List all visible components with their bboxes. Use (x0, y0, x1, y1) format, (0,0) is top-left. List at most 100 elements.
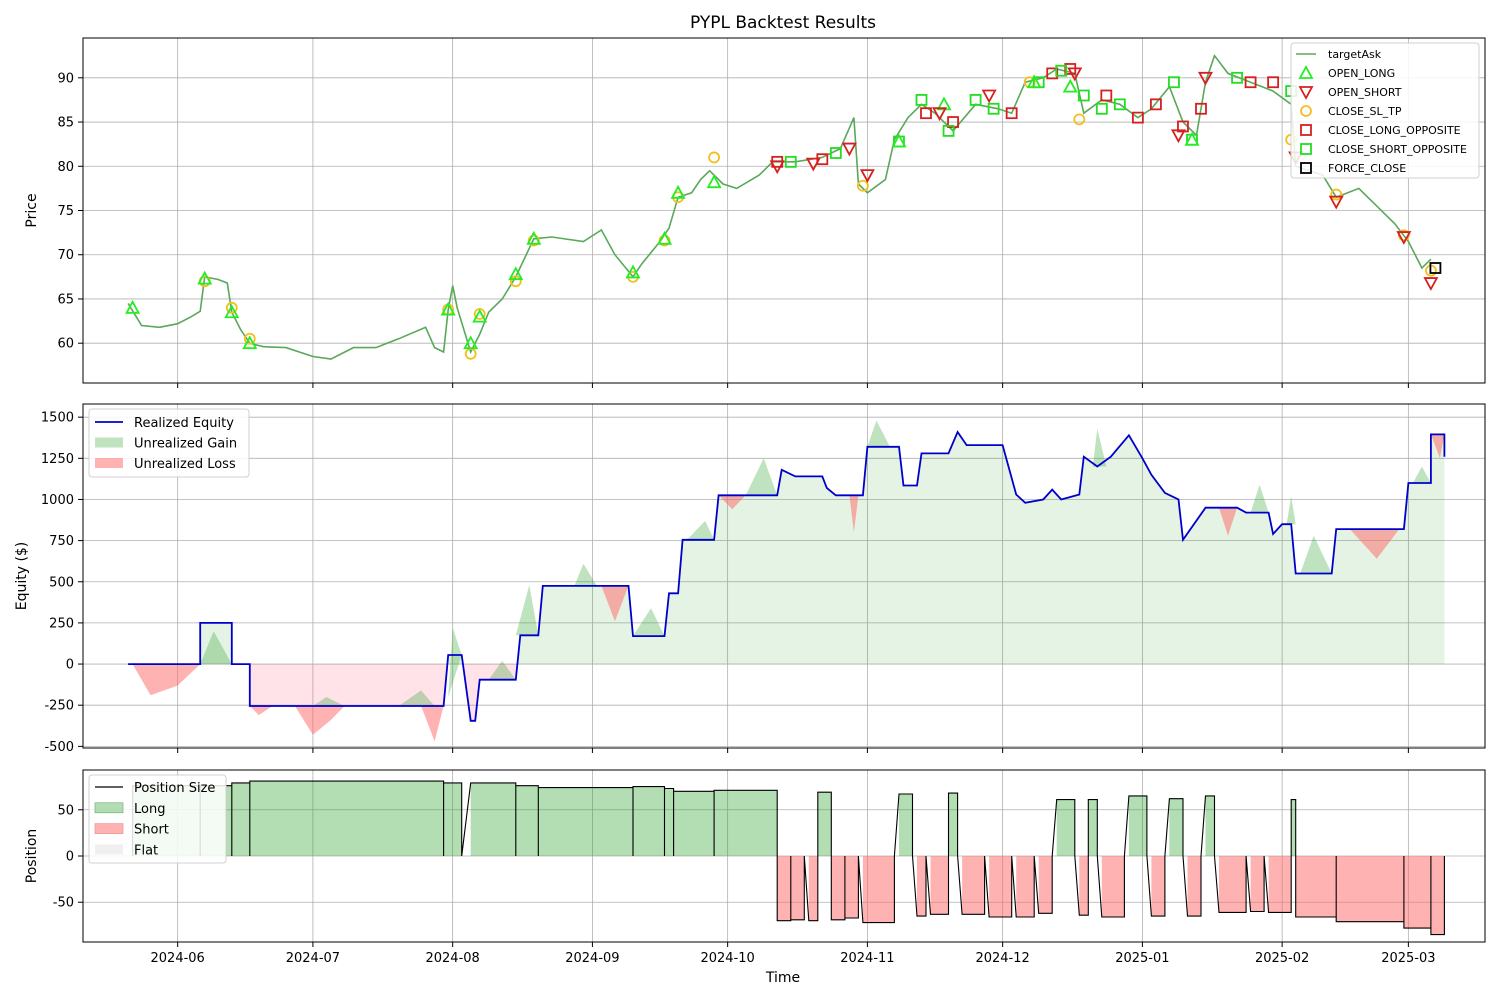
position-short-fill (1016, 856, 1035, 917)
legend-label: CLOSE_SHORT_OPPOSITE (1328, 143, 1467, 156)
marker-close-sl-tp (708, 151, 721, 164)
position-short-fill (1336, 856, 1404, 922)
legend-swatch (95, 437, 123, 448)
unrealized-loss-area (1219, 507, 1238, 536)
position-long-fill (1128, 795, 1147, 856)
unrealized-gain-area (574, 563, 597, 586)
legend-swatch (1298, 65, 1314, 79)
position-short-fill (862, 856, 895, 923)
unrealized-gain-area (1412, 466, 1431, 483)
position-long-fill (1169, 798, 1183, 856)
marker-close-sl-tp (243, 332, 256, 345)
position-short-fill (777, 856, 791, 921)
position-long-fill (1088, 799, 1098, 856)
grid-lines (83, 38, 1485, 383)
marker-close-long-opposite (920, 107, 932, 120)
unrealized-gain-area (488, 660, 516, 680)
marker-open-short (1328, 195, 1344, 210)
position-short-fill (1151, 856, 1165, 917)
marker-open-short (1423, 277, 1439, 291)
legend-swatch (1300, 105, 1312, 117)
marker-close-short-opposite (1077, 89, 1090, 102)
chart-title: PYPL Backtest Results (690, 13, 876, 33)
legend-label: targetAsk (1328, 48, 1382, 61)
position-long-fill (470, 782, 516, 856)
unrealized-gain-area (1092, 428, 1107, 467)
unrealized-gain-area (200, 631, 232, 665)
legend-label: Position Size (134, 781, 215, 796)
marker-close-short-opposite (1055, 64, 1068, 77)
marker-open-short (1197, 71, 1214, 86)
realized-gain-background (128, 432, 1445, 665)
legend-swatch (95, 844, 123, 855)
axes-frame (82, 403, 1486, 749)
marker-open-short (1396, 231, 1412, 245)
marker-open-short (859, 169, 875, 183)
marker-close-short-opposite (1168, 76, 1180, 89)
y-tick-label: 250 (49, 616, 74, 631)
marker-close-long-opposite (1046, 67, 1059, 80)
x-tick-label: 2025-01 (1115, 951, 1169, 966)
position-short-fill (917, 856, 926, 917)
marker-close-sl-tp (225, 301, 238, 314)
position-panel: 2024-06 2024-07 2024-08 2024-09 2024-10 2024-… (24, 769, 1486, 966)
marker-open-long (526, 230, 542, 245)
marker-open-long (706, 174, 722, 189)
marker-open-long (1062, 78, 1078, 93)
unrealized-gain-area (633, 608, 665, 637)
legend-swatch (94, 823, 124, 834)
x-tick-label: 2025-03 (1381, 951, 1435, 966)
unrealized-gain-area (687, 520, 715, 540)
marker-close-sl-tp (1330, 188, 1343, 201)
marker-close-sl-tp (856, 179, 869, 192)
marker-open-short (1067, 67, 1083, 82)
position-long-fill (948, 793, 958, 856)
marker-open-short (932, 107, 948, 122)
unrealized-gain-area (398, 690, 435, 706)
y-axis-label: Price (24, 193, 40, 227)
axes-frame (82, 37, 1486, 384)
legend-label: Unrealized Gain (134, 437, 237, 452)
y-tick-label: -500 (44, 740, 74, 755)
marker-open-long (1184, 131, 1200, 146)
legend-label: CLOSE_LONG_OPPOSITE (1328, 124, 1461, 137)
marker-close-short-opposite (1095, 102, 1108, 115)
marker-open-long (891, 133, 907, 148)
series-line-targetAsk (127, 54, 1432, 360)
legend-label: Unrealized Loss (134, 457, 236, 472)
legend-swatch (1300, 124, 1312, 136)
marker-close-long-opposite (1195, 102, 1207, 115)
y-tick-label: 60 (57, 337, 74, 352)
y-tick-label: 1500 (41, 411, 74, 426)
marker-open-short (805, 157, 821, 172)
unrealized-loss-area (601, 585, 629, 622)
y-tick-label: 0 (66, 658, 74, 673)
y-axis-label: Position (24, 829, 40, 884)
y-axis-label: Equity ($) (14, 542, 30, 611)
y-tick-label: 1250 (41, 452, 74, 467)
position-long-fill (231, 782, 250, 856)
position-short-fill (1430, 856, 1445, 935)
y-tick-label: 500 (49, 575, 74, 590)
marker-open-short (981, 89, 997, 104)
price-legend: targetAsk OPEN_LONG OPEN_SHORT CLOSE_SL_TP C… (1290, 42, 1480, 179)
x-tick-label: 2024-10 (700, 951, 754, 966)
y-tick-label: -50 (53, 896, 74, 911)
unrealized-loss-area (249, 706, 273, 716)
unrealized-gain-area (745, 458, 778, 496)
position-short-fill (1079, 856, 1089, 916)
marker-open-long (657, 230, 673, 245)
position-short-fill (1268, 856, 1292, 913)
marker-close-long-opposite (1244, 76, 1257, 89)
position-long-fill (673, 791, 715, 856)
price-panel: 60 65 70 75 80 85 90 Price targetAsk OPEN_LONG OPE… (24, 37, 1486, 388)
x-tick-label: 2025-02 (1255, 951, 1309, 966)
position-short-fill (930, 856, 949, 915)
marker-open-long (508, 266, 524, 281)
unrealized-gain-area (1286, 496, 1296, 525)
position-long-fill (714, 790, 778, 856)
position-long-fill (899, 794, 913, 856)
position-long-fill (443, 782, 462, 856)
position-short-fill (808, 856, 818, 921)
position-long-fill (515, 785, 539, 856)
